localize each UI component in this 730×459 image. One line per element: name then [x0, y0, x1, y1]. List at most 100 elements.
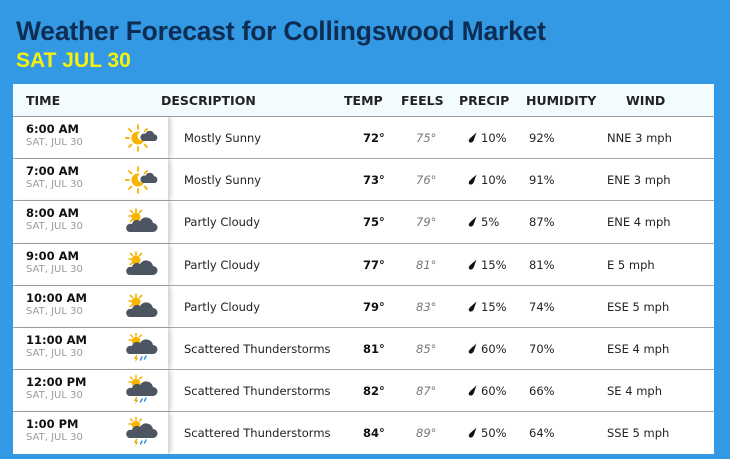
raindrop-icon — [468, 343, 477, 354]
row-description: Scattered Thunderstorms — [184, 341, 331, 356]
table-body: 6:00 AM SAT, JUL 30 Mostly Sunny 72° 75°… — [13, 117, 714, 454]
row-precip: 10% — [468, 131, 507, 145]
time-cell: 7:00 AM SAT, JUL 30 — [13, 159, 169, 201]
row-description: Partly Cloudy — [184, 215, 261, 230]
row-wind: ENE 4 mph — [607, 215, 671, 230]
row-time: 11:00 AM — [26, 332, 87, 347]
time-cell: 10:00 AM SAT, JUL 30 — [13, 285, 169, 327]
table-row: 7:00 AM SAT, JUL 30 Mostly Sunny 73° 76°… — [13, 159, 714, 202]
column-header-humidity: HUMIDITY — [526, 93, 597, 108]
row-precip: 60% — [468, 384, 507, 398]
time-cell: 9:00 AM SAT, JUL 30 — [13, 243, 169, 285]
row-feels-like: 83° — [416, 299, 437, 314]
row-day: SAT, JUL 30 — [26, 305, 83, 317]
table-row: 8:00 AM SAT, JUL 30 Partly Cloudy 75° 79… — [13, 201, 714, 244]
table-row: 12:00 PM SAT, JUL 30 Scattered Thunderst… — [13, 370, 714, 413]
time-cell: 1:00 PM SAT, JUL 30 — [13, 412, 169, 454]
row-feels-like: 87° — [416, 384, 437, 399]
mostly-sunny-icon — [124, 121, 159, 155]
time-cell: 12:00 PM SAT, JUL 30 — [13, 370, 169, 412]
row-wind: ESE 4 mph — [607, 341, 670, 356]
row-precip: 5% — [468, 215, 499, 229]
row-day: SAT, JUL 30 — [26, 432, 83, 444]
page-date: SAT JUL 30 — [16, 49, 131, 72]
row-time: 7:00 AM — [26, 164, 79, 179]
row-precip-value: 50% — [481, 426, 507, 441]
row-description: Partly Cloudy — [184, 299, 261, 314]
row-humidity: 70% — [529, 341, 555, 356]
row-humidity: 92% — [529, 131, 555, 145]
row-day: SAT, JUL 30 — [26, 179, 83, 191]
hourly-forecast-table: TIME DESCRIPTION TEMP FEELS PRECIP HUMID… — [13, 84, 714, 454]
row-humidity: 64% — [529, 426, 555, 441]
row-day: SAT, JUL 30 — [26, 137, 83, 148]
table-row: 9:00 AM SAT, JUL 30 Partly Cloudy 77° 81… — [13, 243, 714, 286]
row-description: Scattered Thunderstorms — [184, 384, 331, 399]
row-precip: 15% — [468, 300, 507, 314]
row-precip-value: 60% — [481, 341, 507, 356]
raindrop-icon — [468, 385, 477, 396]
row-wind: NNE 3 mph — [607, 131, 672, 145]
row-temp: 72° — [363, 131, 385, 145]
row-temp: 81° — [363, 341, 385, 356]
row-feels-like: 76° — [416, 173, 437, 188]
row-time: 6:00 AM — [26, 122, 79, 136]
row-description: Mostly Sunny — [184, 131, 262, 145]
row-description: Scattered Thunderstorms — [184, 426, 331, 441]
row-precip: 10% — [468, 173, 507, 187]
row-time: 9:00 AM — [26, 248, 79, 263]
column-header-precip: PRECIP — [459, 93, 510, 108]
row-time: 8:00 AM — [26, 206, 79, 221]
row-wind: ESE 5 mph — [607, 299, 670, 314]
raindrop-icon — [468, 132, 477, 143]
row-feels-like: 89° — [416, 426, 437, 441]
row-feels-like: 75° — [416, 131, 437, 145]
mostly-sunny-icon — [124, 163, 159, 197]
row-temp: 77° — [363, 257, 385, 272]
row-humidity: 91% — [529, 173, 555, 188]
row-humidity: 81% — [529, 257, 555, 272]
row-humidity: 66% — [529, 384, 555, 399]
scattered-thunderstorms-icon — [125, 416, 159, 450]
row-precip-value: 60% — [481, 384, 507, 399]
time-cell: 11:00 AM SAT, JUL 30 — [13, 327, 169, 370]
column-header-wind: WIND — [626, 93, 666, 108]
page-title: Weather Forecast for Collingswood Market — [16, 16, 546, 46]
row-description: Partly Cloudy — [184, 257, 261, 272]
row-temp: 82° — [363, 384, 385, 399]
row-precip-value: 10% — [481, 173, 507, 188]
row-feels-like: 79° — [416, 215, 437, 230]
row-humidity: 74% — [529, 299, 555, 314]
row-time: 1:00 PM — [26, 417, 79, 432]
row-feels-like: 85° — [416, 341, 437, 356]
row-humidity: 87% — [529, 215, 555, 230]
row-day: SAT, JUL 30 — [26, 390, 83, 402]
row-day: SAT, JUL 30 — [26, 263, 83, 275]
table-header-row: TIME DESCRIPTION TEMP FEELS PRECIP HUMID… — [13, 84, 714, 117]
raindrop-icon — [468, 216, 477, 227]
partly-cloudy-icon — [125, 205, 159, 239]
partly-cloudy-icon — [125, 248, 159, 282]
time-cell: 8:00 AM SAT, JUL 30 — [13, 201, 169, 243]
row-time: 10:00 AM — [26, 290, 87, 305]
row-precip-value: 15% — [481, 299, 507, 314]
table-row: 6:00 AM SAT, JUL 30 Mostly Sunny 72° 75°… — [13, 117, 714, 160]
column-header-feels: FEELS — [401, 93, 444, 108]
raindrop-icon — [468, 258, 477, 270]
row-description: Mostly Sunny — [184, 173, 262, 188]
table-row: 10:00 AM SAT, JUL 30 Partly Cloudy 79° 8… — [13, 285, 714, 328]
time-cell: 6:00 AM SAT, JUL 30 — [13, 117, 169, 159]
table-row: 1:00 PM SAT, JUL 30 Scattered Thundersto… — [13, 412, 714, 454]
column-header-temp: TEMP — [344, 93, 383, 108]
row-temp: 79° — [363, 299, 385, 314]
table-row: 11:00 AM SAT, JUL 30 Scattered Thunderst… — [13, 327, 714, 371]
raindrop-icon — [468, 301, 477, 312]
row-precip-value: 10% — [481, 131, 507, 145]
row-precip: 15% — [468, 258, 507, 272]
raindrop-icon — [468, 174, 477, 185]
row-precip-value: 15% — [481, 257, 507, 272]
column-header-description: DESCRIPTION — [161, 93, 256, 108]
row-wind: ENE 3 mph — [607, 173, 671, 188]
row-wind: SE 4 mph — [607, 384, 662, 399]
row-wind: E 5 mph — [607, 257, 655, 272]
